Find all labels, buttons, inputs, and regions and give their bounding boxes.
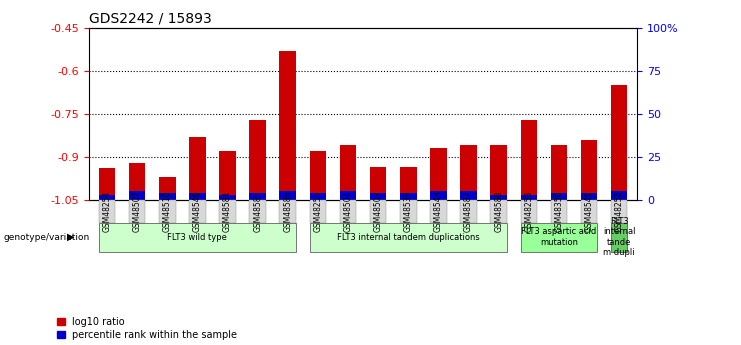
Text: GSM48501: GSM48501 — [344, 191, 353, 232]
Bar — [159, 193, 176, 200]
Bar — [611, 191, 628, 200]
Bar — [430, 191, 447, 200]
Bar — [460, 146, 476, 200]
Bar — [129, 191, 145, 200]
Bar — [189, 137, 206, 200]
Bar — [279, 191, 296, 200]
Bar — [551, 193, 567, 200]
Bar — [551, 146, 567, 200]
Bar — [310, 193, 326, 200]
Text: genotype/variation: genotype/variation — [4, 233, 90, 242]
Bar — [581, 193, 597, 200]
Bar — [159, 177, 176, 200]
Text: GSM48585: GSM48585 — [253, 191, 262, 232]
Text: GSM48254: GSM48254 — [102, 191, 111, 232]
Bar — [99, 195, 116, 200]
Bar — [520, 195, 537, 200]
Text: GSM48541: GSM48541 — [585, 191, 594, 232]
Bar — [370, 167, 387, 200]
Text: GSM48255: GSM48255 — [313, 191, 322, 232]
Text: GSM48543: GSM48543 — [434, 190, 443, 232]
Bar — [491, 146, 507, 200]
Text: GSM48350: GSM48350 — [554, 190, 563, 232]
Bar — [279, 51, 296, 200]
Bar — [99, 168, 116, 200]
Bar — [310, 151, 326, 200]
Text: FLT3 internal tandem duplications: FLT3 internal tandem duplications — [337, 233, 479, 242]
Bar — [400, 167, 416, 200]
Bar — [581, 140, 597, 200]
Bar — [189, 193, 206, 200]
Text: GSM48584: GSM48584 — [223, 191, 232, 232]
Text: GSM48507: GSM48507 — [133, 190, 142, 232]
Bar — [370, 193, 387, 200]
Bar — [520, 120, 537, 200]
Text: GSM48503: GSM48503 — [373, 190, 382, 232]
Text: GSM48253: GSM48253 — [525, 191, 534, 232]
Bar — [400, 193, 416, 200]
Bar — [219, 195, 236, 200]
Text: GSM48510: GSM48510 — [163, 191, 172, 232]
Bar — [430, 148, 447, 200]
Text: GSM48588: GSM48588 — [494, 191, 503, 232]
Bar — [460, 191, 476, 200]
Text: GSM48587: GSM48587 — [464, 191, 473, 232]
Text: FLT3
internal
tande
m dupli: FLT3 internal tande m dupli — [603, 217, 636, 257]
Bar — [611, 85, 628, 200]
Bar — [250, 193, 266, 200]
Bar — [339, 146, 356, 200]
Text: GSM48252: GSM48252 — [615, 191, 624, 232]
Legend: log10 ratio, percentile rank within the sample: log10 ratio, percentile rank within the … — [57, 317, 237, 340]
Text: FLT3 wild type: FLT3 wild type — [167, 233, 227, 242]
Text: GSM48539: GSM48539 — [404, 190, 413, 232]
Text: ▶: ▶ — [67, 232, 74, 242]
Text: GSM48546: GSM48546 — [193, 190, 202, 232]
Bar — [339, 191, 356, 200]
Bar — [219, 151, 236, 200]
Text: GSM48586: GSM48586 — [283, 191, 292, 232]
Text: GDS2242 / 15893: GDS2242 / 15893 — [89, 11, 212, 25]
Bar — [250, 120, 266, 200]
Bar — [129, 163, 145, 200]
Bar — [491, 195, 507, 200]
Text: FLT3 aspartic acid
mutation: FLT3 aspartic acid mutation — [522, 227, 597, 247]
